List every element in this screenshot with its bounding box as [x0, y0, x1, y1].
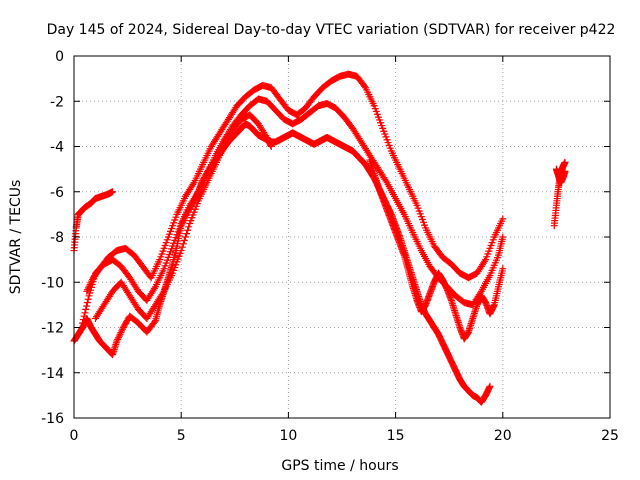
data-point [179, 240, 187, 248]
x-axis-label: GPS time / hours [281, 458, 398, 474]
data-point [159, 289, 167, 297]
data-point [84, 286, 92, 294]
data-point [79, 319, 87, 327]
data-point [481, 257, 489, 265]
series-track-e [91, 111, 275, 322]
tick-layer: 0 5 10 15 20 25 0 -2 -4 -6 -8 -10 -12 -14 -16 [41, 49, 619, 444]
data-point [83, 287, 91, 295]
data-point [267, 143, 275, 150]
data-point [114, 334, 122, 342]
series-track-a [70, 188, 117, 255]
data-point [115, 332, 123, 340]
data-point [499, 215, 507, 223]
y-tick-label: -16 [41, 411, 64, 427]
chart-title: Day 145 of 2024, Sidereal Day-to-day VTE… [47, 22, 616, 38]
series-track-d [83, 70, 507, 295]
data-point [114, 335, 122, 343]
y-tick-label: -4 [50, 140, 64, 156]
data-point [178, 243, 186, 251]
grid-layer [74, 56, 610, 418]
data-point [79, 316, 87, 324]
data-point [83, 299, 91, 307]
y-axis-label: SDTVAR / TECUs [8, 180, 24, 295]
series-track-h [552, 165, 569, 187]
data-point [83, 302, 91, 310]
x-tick-label: 25 [601, 428, 619, 444]
x-tick-label: 10 [279, 428, 297, 444]
data-point [189, 180, 197, 188]
y-tick-label: -6 [50, 185, 64, 201]
y-tick-label: 0 [55, 49, 64, 65]
data-point [486, 382, 494, 390]
y-tick-label: -2 [50, 94, 64, 110]
data-point [116, 330, 124, 338]
data-point [180, 236, 188, 244]
data-point [150, 284, 158, 292]
data-point [80, 312, 88, 320]
data-point [87, 279, 95, 287]
x-tick-label: 0 [70, 428, 79, 444]
data-point [117, 329, 125, 337]
data-point [177, 247, 185, 255]
data-point [88, 277, 96, 285]
series-track-g [550, 158, 569, 230]
series-track-f [366, 156, 507, 343]
x-tick-label: 5 [177, 428, 186, 444]
data-point [150, 318, 158, 326]
data-point [183, 230, 191, 238]
data-point [109, 188, 117, 196]
data-point [86, 281, 94, 289]
data-point [499, 265, 507, 273]
data-point [113, 337, 121, 345]
data-layer [70, 70, 569, 406]
x-tick-label: 15 [387, 428, 405, 444]
data-point [181, 233, 189, 241]
data-point [184, 226, 192, 234]
data-point [81, 309, 89, 317]
data-point [185, 223, 193, 231]
y-tick-label: -8 [50, 230, 64, 246]
data-point [119, 325, 127, 333]
data-point [85, 282, 93, 290]
data-point [118, 327, 126, 335]
data-point [499, 233, 507, 241]
data-point [561, 167, 569, 175]
data-point [82, 305, 90, 313]
data-point [84, 284, 92, 292]
y-tick-label: -14 [41, 366, 64, 382]
data-point [382, 177, 390, 185]
data-point [361, 82, 369, 90]
data-point [561, 158, 569, 166]
y-tick-label: -12 [41, 321, 64, 337]
y-tick-label: -10 [41, 275, 64, 291]
x-tick-label: 20 [494, 428, 512, 444]
data-point [84, 295, 92, 303]
